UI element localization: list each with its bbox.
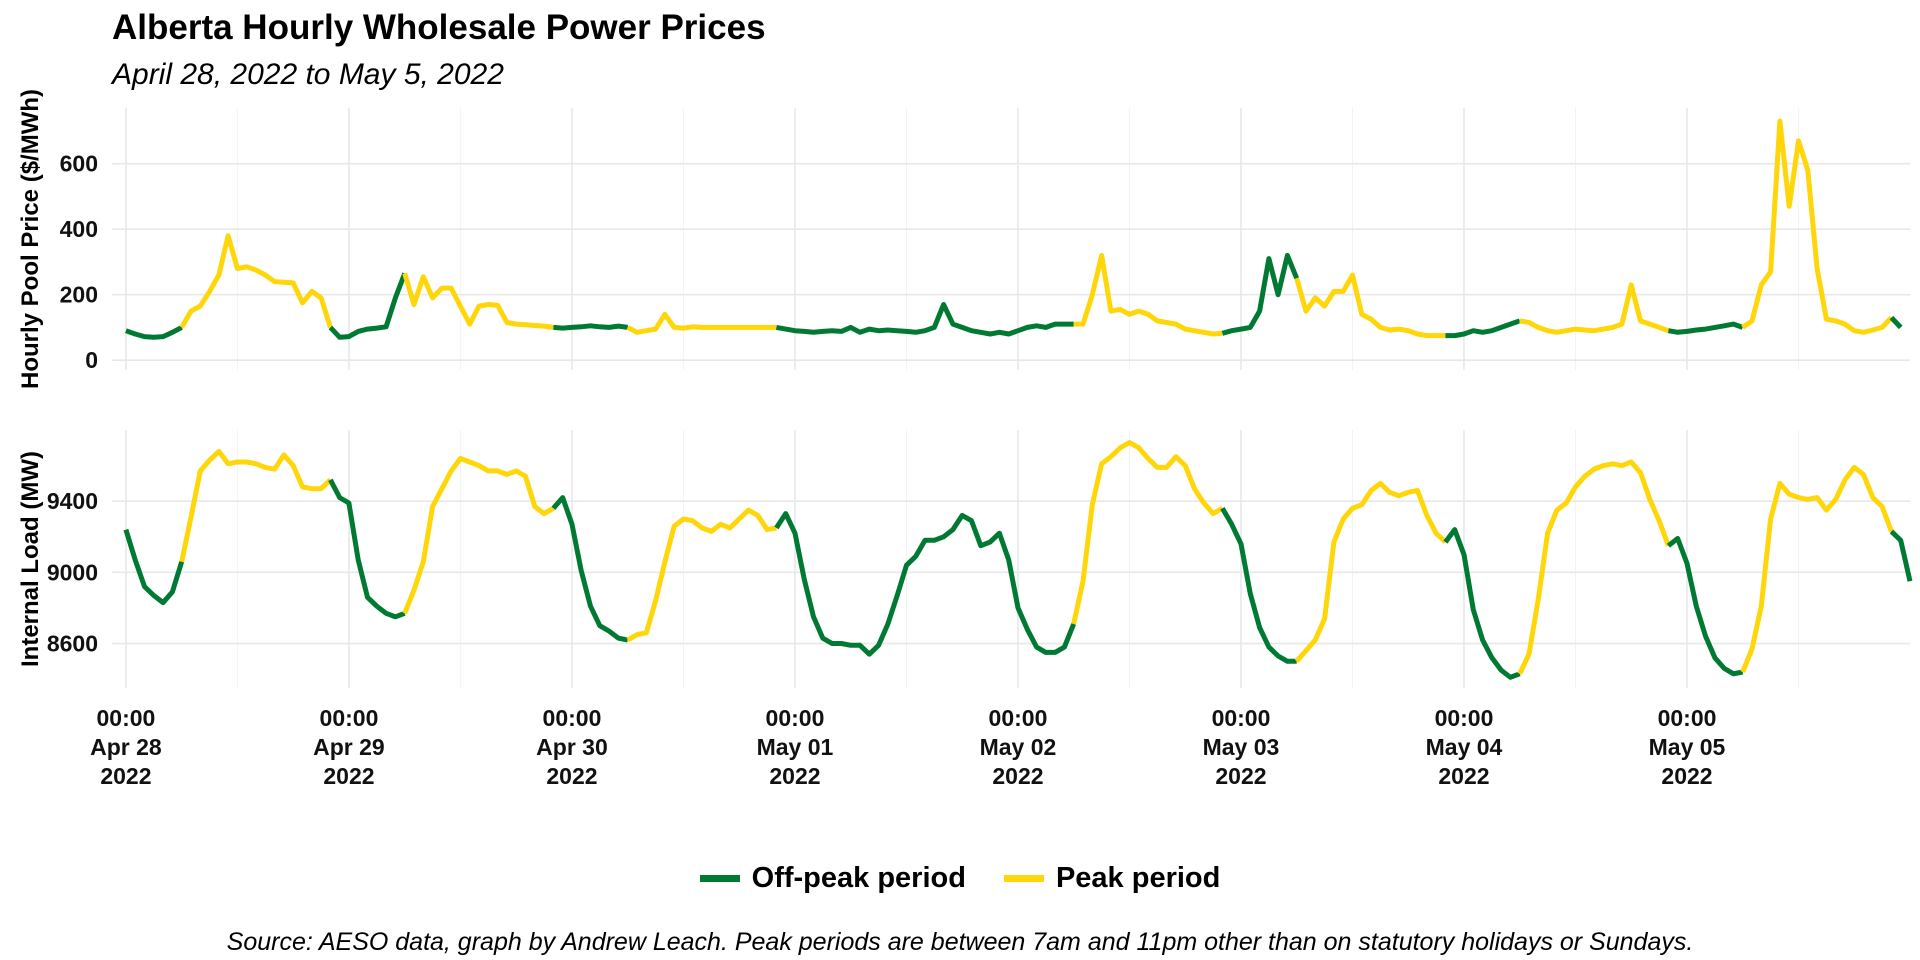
source-caption: Source: AESO data, graph by Andrew Leach… <box>226 928 1694 956</box>
series-line-load-peak-1 <box>179 448 333 563</box>
series-line-price-peak-1 <box>179 233 333 329</box>
legend-label-offpeak: Off-peak period <box>751 862 966 894</box>
xtick-label-5: 00:00 May 03 2022 <box>1203 705 1280 789</box>
ytick-label-load-0: 8600 <box>47 631 98 657</box>
series-line-load-offpeak-0 <box>123 528 185 606</box>
legend-item-peak: Peak period <box>1003 862 1221 895</box>
series-line-price-peak-9 <box>1294 272 1446 339</box>
xtick-line-7-0: 00:00 <box>1658 705 1717 731</box>
series-line-price-peak-11 <box>1519 282 1670 335</box>
series-line-price-peak-13 <box>1741 118 1894 335</box>
xtick-line-0-2: 2022 <box>100 763 151 789</box>
series-line-price-offpeak-14 <box>1889 315 1903 330</box>
series-line-load-peak-11 <box>1517 459 1671 675</box>
series-line-price-offpeak-2 <box>328 272 408 340</box>
ytick-label-price-2: 400 <box>60 216 98 242</box>
series-line-load-offpeak-8 <box>1220 507 1297 664</box>
xtick-line-0-0: 00:00 <box>97 705 156 731</box>
series-line-load-offpeak-12 <box>1666 536 1744 677</box>
xtick-line-5-0: 00:00 <box>1212 705 1271 731</box>
xtick-line-4-2: 2022 <box>992 763 1043 789</box>
xtick-line-3-2: 2022 <box>769 763 820 789</box>
ytick-label-load-1: 9000 <box>47 559 98 585</box>
xtick-line-3-0: 00:00 <box>766 705 825 731</box>
series-line-load-peak-5 <box>626 507 777 643</box>
series-line-price-offpeak-12 <box>1667 321 1744 335</box>
xtick-line-6-0: 00:00 <box>1435 705 1494 731</box>
series-line-load-offpeak-6 <box>774 511 1077 657</box>
xtick-line-3-1: May 01 <box>757 734 834 760</box>
xtick-line-7-1: May 05 <box>1649 734 1726 760</box>
series-line-price-offpeak-4 <box>553 323 629 331</box>
xtick-line-2-1: Apr 30 <box>536 734 608 760</box>
series-line-load-peak-7 <box>1071 440 1224 625</box>
xtick-line-0-1: Apr 28 <box>90 734 162 760</box>
xtick-line-1-2: 2022 <box>323 763 374 789</box>
series-line-price-peak-3 <box>402 272 554 330</box>
series-line-load-offpeak-14 <box>1889 529 1913 582</box>
ytick-label-price-3: 600 <box>60 151 98 177</box>
series-line-price-offpeak-6 <box>775 302 1074 337</box>
series-line-price-offpeak-8 <box>1221 252 1300 336</box>
xtick-line-2-0: 00:00 <box>543 705 602 731</box>
series-line-load-peak-9 <box>1294 480 1448 663</box>
legend-label-peak: Peak period <box>1055 862 1221 894</box>
chart-title: Alberta Hourly Wholesale Power Prices <box>112 8 766 47</box>
xtick-label-2: 00:00 Apr 30 2022 <box>536 705 608 789</box>
series-line-load-peak-13 <box>1740 464 1894 673</box>
xtick-line-6-1: May 04 <box>1426 734 1503 760</box>
series-line-price-offpeak-10 <box>1445 318 1521 339</box>
xtick-label-4: 00:00 May 02 2022 <box>980 705 1057 789</box>
xtick-line-5-1: May 03 <box>1203 734 1280 760</box>
xtick-line-7-2: 2022 <box>1661 763 1712 789</box>
xtick-label-7: 00:00 May 05 2022 <box>1649 705 1726 789</box>
series-line-price-peak-7 <box>1073 252 1223 337</box>
chart-subtitle: April 28, 2022 to May 5, 2022 <box>112 58 504 91</box>
xtick-label-3: 00:00 May 01 2022 <box>757 705 834 789</box>
xtick-line-4-1: May 02 <box>980 734 1057 760</box>
series-line-price-peak-5 <box>626 311 777 335</box>
ytick-label-price-0: 0 <box>85 347 98 373</box>
ytick-label-load-2: 9400 <box>47 488 98 514</box>
series-line-load-offpeak-2 <box>328 478 406 620</box>
legend-key-offpeak <box>699 875 740 882</box>
xtick-line-2-2: 2022 <box>546 763 597 789</box>
xtick-label-1: 00:00 Apr 29 2022 <box>313 705 385 789</box>
ytick-label-price-1: 200 <box>60 282 98 308</box>
xtick-line-5-2: 2022 <box>1215 763 1266 789</box>
xtick-line-1-0: 00:00 <box>320 705 379 731</box>
xtick-label-6: 00:00 May 04 2022 <box>1426 705 1503 789</box>
series-line-load-offpeak-10 <box>1443 527 1521 680</box>
ylabel-price: Hourly Pool Price ($/MWh) <box>17 89 44 389</box>
series-line-load-offpeak-4 <box>551 495 629 643</box>
series-line-load-peak-3 <box>402 456 555 615</box>
xtick-label-0: 00:00 Apr 28 2022 <box>90 705 162 789</box>
xtick-line-6-2: 2022 <box>1438 763 1489 789</box>
xtick-line-1-1: Apr 29 <box>313 734 385 760</box>
legend-item-offpeak: Off-peak period <box>699 862 966 895</box>
xtick-line-4-0: 00:00 <box>989 705 1048 731</box>
legend-key-peak <box>1003 875 1044 882</box>
legend: Off-peak period Peak period <box>0 862 1920 895</box>
series-line-price-offpeak-0 <box>125 325 183 340</box>
ylabel-load: Internal Load (MW) <box>17 451 44 667</box>
